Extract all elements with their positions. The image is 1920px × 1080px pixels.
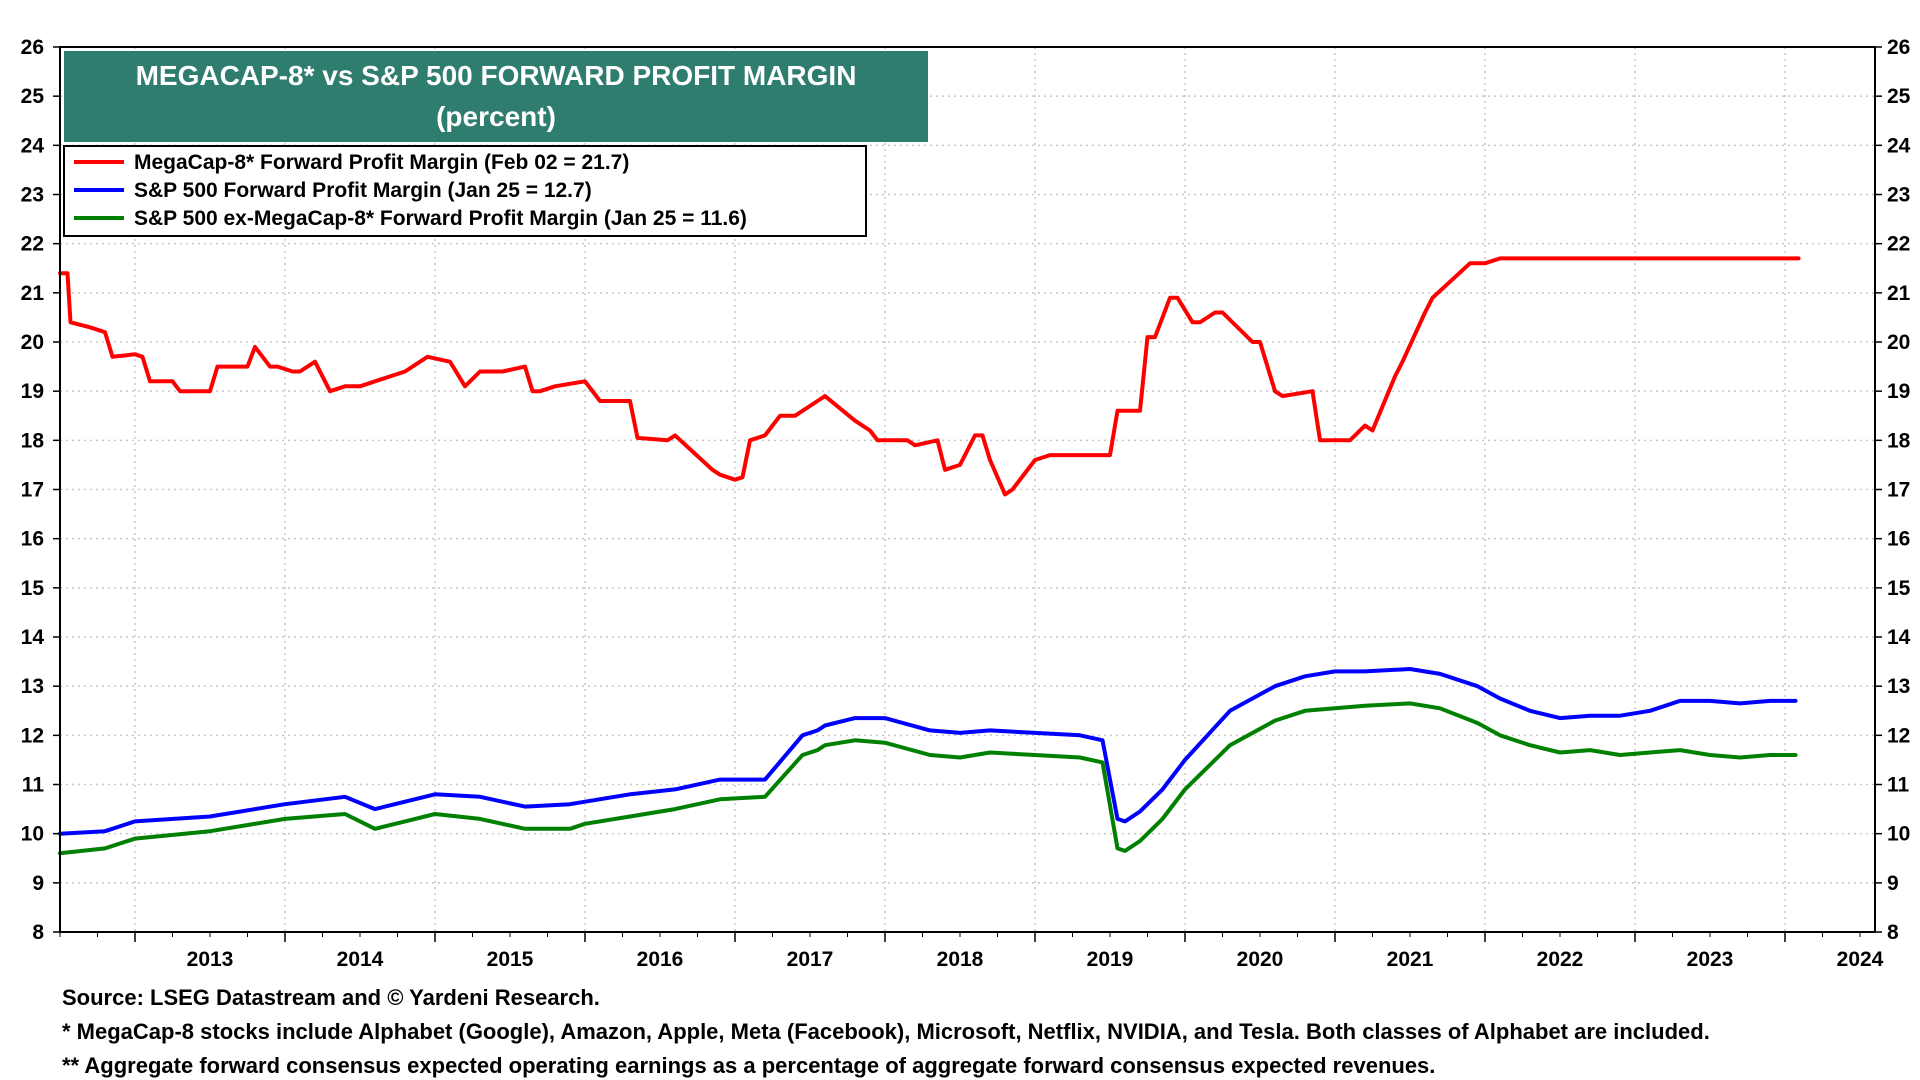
y-tick-label-left: 20 bbox=[21, 331, 44, 354]
y-tick-label-left: 18 bbox=[21, 429, 45, 452]
x-tick-label: 2015 bbox=[487, 948, 534, 971]
x-axis-ticks: 2013 2014 2015 2016 2017 2018 2019 2020 2021 2022… bbox=[59, 932, 1884, 971]
legend: MegaCap-8* Forward Profit Margin (Feb 02… bbox=[63, 145, 867, 237]
chart-title: MEGACAP-8* vs S&P 500 FORWARD PROFIT MAR… bbox=[136, 60, 857, 91]
x-tick-label: 2013 bbox=[187, 948, 234, 971]
y-tick-label-right: 21 bbox=[1887, 282, 1911, 305]
x-tick-label: 2014 bbox=[337, 948, 384, 971]
y-tick-label-left: 24 bbox=[21, 134, 45, 157]
footnote-aggregate-definition: ** Aggregate forward consensus expected … bbox=[62, 1053, 1436, 1078]
y-tick-label-right: 20 bbox=[1887, 331, 1910, 354]
y-tick-label-left: 15 bbox=[21, 577, 45, 600]
y-tick-label-left: 22 bbox=[21, 233, 44, 256]
legend-label-megacap: MegaCap-8* Forward Profit Margin (Feb 02… bbox=[134, 151, 629, 174]
y-tick-label-right: 9 bbox=[1887, 872, 1899, 895]
y-tick-label-right: 19 bbox=[1887, 380, 1910, 403]
legend-box bbox=[63, 145, 867, 237]
y-tick-label-left: 10 bbox=[21, 823, 44, 846]
y-tick-label-right: 26 bbox=[1887, 36, 1910, 59]
y-tick-label-left: 26 bbox=[21, 36, 44, 59]
legend-label-sp500-ex: S&P 500 ex-MegaCap-8* Forward Profit Mar… bbox=[134, 207, 747, 230]
y-tick-label-right: 17 bbox=[1887, 479, 1910, 502]
x-tick-label: 2023 bbox=[1687, 948, 1734, 971]
x-tick-label: 2021 bbox=[1387, 948, 1434, 971]
y-tick-label-right: 15 bbox=[1887, 577, 1911, 600]
y-tick-label-left: 14 bbox=[21, 626, 45, 649]
footnote-megacap-definition: * MegaCap-8 stocks include Alphabet (Goo… bbox=[62, 1019, 1710, 1044]
y-tick-label-right: 22 bbox=[1887, 233, 1910, 256]
y-tick-label-left: 13 bbox=[21, 675, 44, 698]
y-tick-label-right: 12 bbox=[1887, 724, 1910, 747]
series-line-1 bbox=[58, 667, 1798, 836]
y-tick-label-left: 12 bbox=[21, 724, 44, 747]
y-tick-label-left: 17 bbox=[21, 479, 44, 502]
x-tick-label: 2020 bbox=[1237, 948, 1284, 971]
y-tick-label-right: 11 bbox=[1887, 774, 1910, 797]
y-tick-label-right: 14 bbox=[1887, 626, 1911, 649]
series-line-2 bbox=[58, 701, 1798, 856]
y-tick-label-left: 8 bbox=[32, 921, 44, 944]
y-tick-label-right: 16 bbox=[1887, 528, 1910, 551]
y-tick-label-right: 23 bbox=[1887, 184, 1910, 207]
x-tick-label: 2017 bbox=[787, 948, 834, 971]
title-background bbox=[64, 51, 928, 142]
y-tick-label-right: 24 bbox=[1887, 134, 1911, 157]
source-note: Source: LSEG Datastream and © Yardeni Re… bbox=[62, 985, 600, 1010]
chart-subtitle: (percent) bbox=[436, 101, 556, 132]
x-tick-label: 2016 bbox=[637, 948, 684, 971]
y-tick-label-right: 8 bbox=[1887, 921, 1899, 944]
x-tick-label: 2019 bbox=[1087, 948, 1134, 971]
x-tick-label: 2022 bbox=[1537, 948, 1584, 971]
y-tick-label-right: 13 bbox=[1887, 675, 1910, 698]
y-tick-label-left: 11 bbox=[22, 774, 45, 797]
y-tick-label-left: 23 bbox=[21, 184, 44, 207]
x-tick-label: 2024 bbox=[1837, 948, 1884, 971]
grid-lines bbox=[60, 47, 1875, 932]
title-box: MEGACAP-8* vs S&P 500 FORWARD PROFIT MAR… bbox=[64, 51, 928, 142]
y-tick-label-left: 21 bbox=[21, 282, 45, 305]
y-tick-label-right: 25 bbox=[1887, 85, 1911, 108]
series-lines bbox=[58, 256, 1801, 856]
series-line-0 bbox=[58, 256, 1801, 497]
y-tick-label-left: 16 bbox=[21, 528, 44, 551]
legend-label-sp500: S&P 500 Forward Profit Margin (Jan 25 = … bbox=[134, 179, 592, 202]
y-tick-label-right: 10 bbox=[1887, 823, 1910, 846]
y-tick-label-left: 9 bbox=[32, 872, 44, 895]
y-axis-ticks: 8 8 9 9 10 10 11 11 12 12 13 13 14 14 15 15 16 16 17 17 18 18… bbox=[21, 36, 1911, 944]
y-tick-label-right: 18 bbox=[1887, 429, 1911, 452]
y-tick-label-left: 19 bbox=[21, 380, 44, 403]
y-tick-label-left: 25 bbox=[21, 85, 45, 108]
x-tick-label: 2018 bbox=[937, 948, 984, 971]
